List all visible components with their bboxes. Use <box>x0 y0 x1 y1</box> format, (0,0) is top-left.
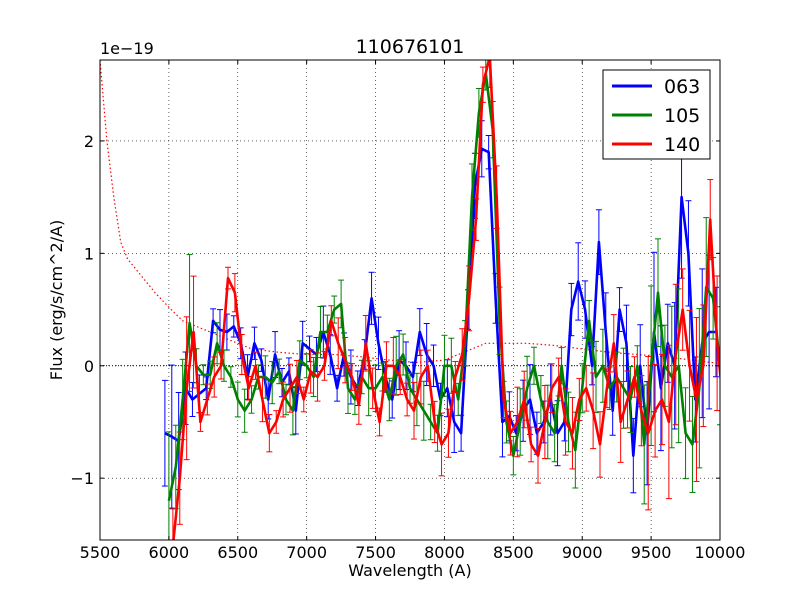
legend: 063 105 140 <box>602 69 711 160</box>
y-multiplier: 1e−19 <box>100 39 154 58</box>
x-tick-label: 10000 <box>695 543 746 562</box>
y-axis-label: Flux (erg/s/cm^2/A) <box>47 220 66 381</box>
legend-label-140: 140 <box>664 134 700 156</box>
x-tick-label: 7500 <box>355 543 396 562</box>
x-tick-label: 6500 <box>217 543 258 562</box>
series-line-140 <box>172 60 720 540</box>
x-tick-label: 9000 <box>562 543 603 562</box>
x-tick-label: 8000 <box>424 543 465 562</box>
chart-title: 110676101 <box>356 36 465 58</box>
legend-label-105: 105 <box>664 105 700 127</box>
x-tick-label: 7000 <box>286 543 327 562</box>
y-tick-label: 1 <box>84 244 94 263</box>
y-tick-label: 2 <box>84 132 94 151</box>
x-axis-label: Wavelength (A) <box>348 561 471 580</box>
x-tick-label: 8500 <box>493 543 534 562</box>
x-tick-label: 9500 <box>631 543 672 562</box>
x-tick-label: 6000 <box>149 543 190 562</box>
series-140 <box>169 60 720 540</box>
y-tick-label: 0 <box>84 357 94 376</box>
plot-frame <box>99 59 721 541</box>
series-layer <box>161 60 720 540</box>
y-tick-label: −1 <box>70 469 94 488</box>
legend-label-063: 063 <box>664 76 700 98</box>
x-tick-label: 5500 <box>80 543 121 562</box>
ticks: 5500 6000 6500 7000 7500 8000 8500 9000 9500 1000… <box>70 60 745 562</box>
